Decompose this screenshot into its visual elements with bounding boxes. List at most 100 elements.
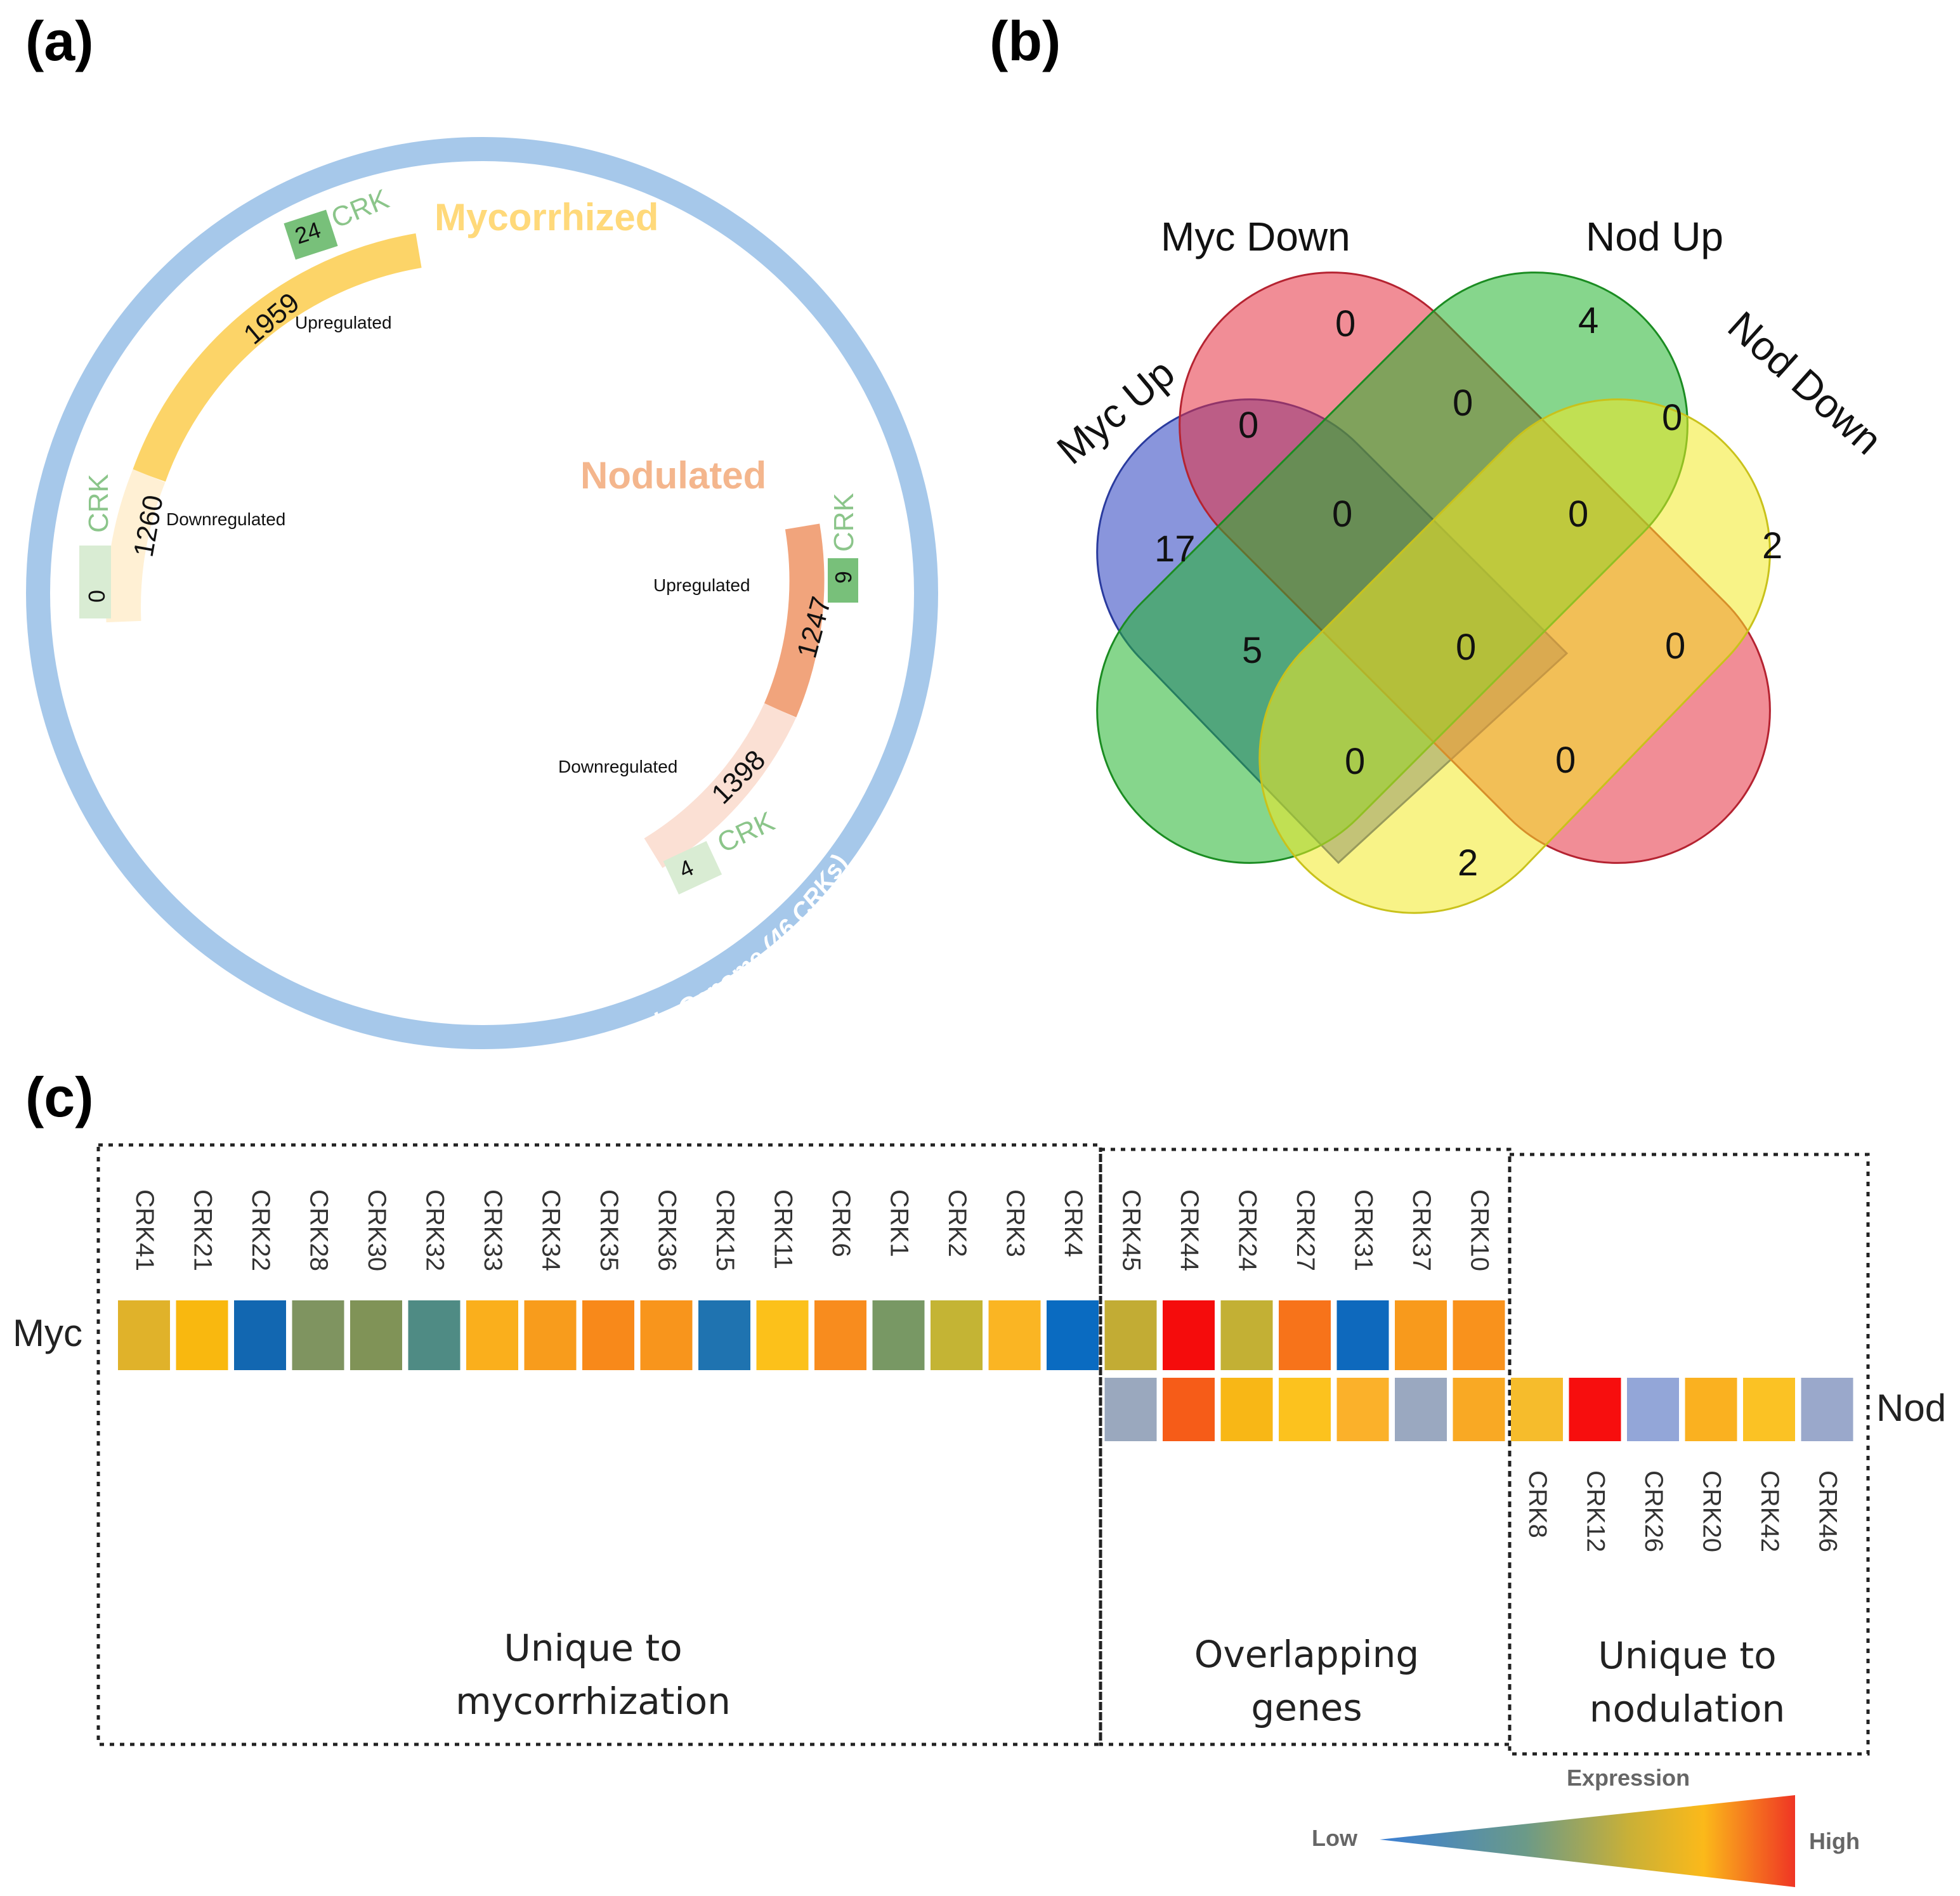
heatmap-label-crk36: CRK36 bbox=[653, 1189, 681, 1271]
heatmap-cell-nod-crk37 bbox=[1395, 1378, 1447, 1441]
panel-a-letter: (a) bbox=[25, 10, 94, 72]
nod-up-crk-box bbox=[828, 558, 858, 603]
myc-up-crk-label: CRK bbox=[327, 183, 393, 234]
heatmap-label-crk28: CRK28 bbox=[305, 1189, 333, 1271]
heatmap-label-crk22: CRK22 bbox=[247, 1189, 275, 1271]
venn-num-myc-up-only: 17 bbox=[1154, 528, 1196, 570]
venn-num-nod-down-only: 2 bbox=[1762, 525, 1782, 566]
venn-num-myc-down-only: 0 bbox=[1335, 303, 1356, 344]
heatmap-cell-myc-crk3 bbox=[988, 1300, 1041, 1370]
myc-title: Mycorrhized bbox=[434, 196, 658, 239]
myc-down-crk-label: CRK bbox=[83, 474, 114, 533]
venn-num-md-nd: 0 bbox=[1665, 625, 1685, 667]
heatmap-label-crk30: CRK30 bbox=[363, 1189, 391, 1271]
heatmap-cell-myc-crk35 bbox=[582, 1300, 634, 1370]
heatmap-cell-nod-crk42 bbox=[1743, 1378, 1795, 1441]
venn-num-mu-md-nu: 0 bbox=[1332, 494, 1352, 535]
heatmap-label-crk1: CRK1 bbox=[885, 1189, 913, 1257]
venn-nod-down bbox=[1258, 398, 1771, 914]
heatmap-label-crk32: CRK32 bbox=[421, 1189, 449, 1271]
heatmap-cell-myc-crk15 bbox=[698, 1300, 750, 1370]
venn-num-mu-md: 0 bbox=[1238, 405, 1258, 446]
heatmap-cell-myc-crk2 bbox=[931, 1300, 983, 1370]
venn-label-nod-up: Nod Up bbox=[1586, 214, 1723, 259]
heatmap-label-crk27: CRK27 bbox=[1291, 1189, 1319, 1271]
heatmap-label-crk44: CRK44 bbox=[1175, 1189, 1203, 1271]
venn-num-all-four: 0 bbox=[1456, 627, 1476, 668]
myc-down-arc bbox=[106, 469, 166, 623]
heatmap-label-crk20: CRK20 bbox=[1698, 1470, 1726, 1552]
myc-down-crk-count: 0 bbox=[84, 590, 110, 603]
nod-up-crk-label: CRK bbox=[828, 493, 859, 552]
myc-up-arc bbox=[133, 233, 422, 482]
nod-up-crk-count: 6 bbox=[830, 571, 856, 584]
venn-diagram: Myc Down Nod Up Myc Up Nod Down 17 0 4 2… bbox=[1049, 214, 1891, 914]
nodulated-arcs: Nodulated CRK 6 1247 Upregulated 1398 Do… bbox=[558, 454, 859, 895]
heatmap-label-crk46: CRK46 bbox=[1814, 1470, 1842, 1552]
myc-down-label: Downregulated bbox=[166, 509, 285, 529]
heatmap-label-crk21: CRK21 bbox=[189, 1189, 217, 1271]
heatmap-cells: CRK41 CRK21 CRK22 CRK28 CRK30 CRK32 CRK33 CRK34… bbox=[118, 1189, 1853, 1552]
group-label-unique-myc-2: mycorrhization bbox=[455, 1680, 731, 1723]
venn-num-nod-up-only: 4 bbox=[1578, 300, 1598, 341]
nod-up-arc bbox=[764, 523, 825, 717]
myc-down-crk-box bbox=[79, 546, 111, 618]
heatmap-cell-nod-crk10 bbox=[1453, 1378, 1505, 1441]
heatmap-cell-myc-crk44 bbox=[1163, 1300, 1215, 1370]
heatmap-label-crk8: CRK8 bbox=[1524, 1470, 1552, 1538]
group-label-unique-nod-2: nodulation bbox=[1590, 1687, 1786, 1730]
heatmap-label-crk31: CRK31 bbox=[1350, 1189, 1378, 1271]
heatmap-cell-myc-crk33 bbox=[466, 1300, 518, 1370]
myc-up-label: Upregulated bbox=[295, 313, 392, 332]
group-label-unique-nod-1: Unique to bbox=[1598, 1634, 1776, 1677]
heatmap-label-crk10: CRK10 bbox=[1466, 1189, 1494, 1271]
venn-num-mu-nu: 5 bbox=[1242, 630, 1262, 671]
venn-num-md-nu: 0 bbox=[1453, 382, 1473, 424]
heatmap-cell-myc-crk36 bbox=[640, 1300, 693, 1370]
legend-title: Expression bbox=[1567, 1765, 1690, 1791]
heatmap-cell-myc-crk24 bbox=[1220, 1300, 1273, 1370]
heatmap-cell-myc-crk27 bbox=[1279, 1300, 1331, 1370]
box-unique-nod bbox=[1508, 1153, 1870, 1756]
heatmap-cell-nod-crk8 bbox=[1511, 1378, 1563, 1441]
heatmap-cell-nod-crk12 bbox=[1569, 1378, 1621, 1441]
heatmap-label-crk11: CRK11 bbox=[769, 1189, 797, 1269]
heatmap-cell-nod-crk26 bbox=[1627, 1378, 1679, 1441]
heatmap-cell-myc-crk22 bbox=[234, 1300, 286, 1370]
heatmap-label-crk45: CRK45 bbox=[1118, 1189, 1146, 1271]
panel-c-letter: (c) bbox=[25, 1066, 94, 1128]
heatmap-label-crk41: CRK41 bbox=[131, 1189, 159, 1271]
heatmap-label-crk15: CRK15 bbox=[711, 1189, 739, 1271]
legend-low: Low bbox=[1312, 1825, 1358, 1851]
box-unique-myc bbox=[96, 1143, 1102, 1746]
heatmap-cell-myc-crk30 bbox=[350, 1300, 402, 1370]
genome-label: P. vulgaris Genome (46 CRKs) bbox=[556, 850, 854, 1069]
venn-num-md-nu-nd: 0 bbox=[1568, 494, 1588, 535]
venn-num-mu-md-nd: 0 bbox=[1555, 740, 1576, 781]
heatmap-cell-myc-crk45 bbox=[1104, 1300, 1157, 1370]
heatmap-cell-myc-crk31 bbox=[1336, 1300, 1389, 1370]
legend-high: High bbox=[1809, 1828, 1860, 1854]
group-label-overlap-2: genes bbox=[1251, 1686, 1362, 1729]
heatmap-cell-myc-crk6 bbox=[814, 1300, 866, 1370]
heatmap-cell-myc-crk41 bbox=[118, 1300, 170, 1370]
heatmap-cell-nod-crk45 bbox=[1104, 1378, 1157, 1441]
venn-num-mu-nd: 2 bbox=[1458, 842, 1478, 884]
nod-up-label: Upregulated bbox=[653, 575, 750, 595]
venn-label-nod-down: Nod Down bbox=[1720, 303, 1891, 463]
heatmap-label-crk12: CRK12 bbox=[1582, 1470, 1610, 1552]
heatmap-label-crk37: CRK37 bbox=[1408, 1189, 1435, 1271]
heatmap-label-crk24: CRK24 bbox=[1234, 1189, 1262, 1271]
heatmap-cell-myc-crk21 bbox=[176, 1300, 228, 1370]
heatmap-cell-myc-crk10 bbox=[1453, 1300, 1505, 1370]
heatmap-cell-myc-crk34 bbox=[524, 1300, 577, 1370]
heatmap-label-crk6: CRK6 bbox=[827, 1189, 855, 1257]
nod-down-label: Downregulated bbox=[558, 757, 677, 776]
nod-down-crk-box bbox=[663, 840, 722, 895]
heatmap-label-crk34: CRK34 bbox=[537, 1189, 565, 1271]
heatmap-cell-nod-crk20 bbox=[1685, 1378, 1737, 1441]
heatmap-cell-myc-crk11 bbox=[756, 1300, 809, 1370]
heatmap-cell-myc-crk32 bbox=[408, 1300, 461, 1370]
venn-label-myc-down: Myc Down bbox=[1161, 214, 1350, 259]
heatmap-cell-nod-crk24 bbox=[1220, 1378, 1273, 1441]
